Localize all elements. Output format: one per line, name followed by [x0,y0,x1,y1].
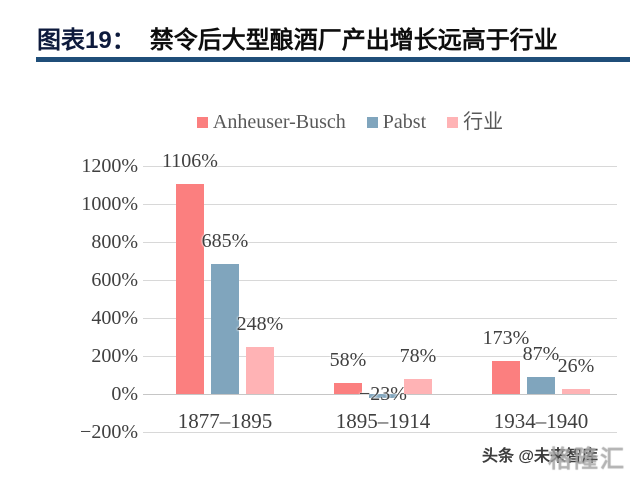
gridline-1000 [143,204,617,205]
legend-item: Pabst [366,111,427,133]
bar-value-label: 248% [236,312,284,335]
watermark-text: 头条 @未来智库 [481,448,598,465]
bar-value-label: 173% [482,327,530,350]
legend-label: 行业 [463,111,504,133]
bar-value-label: 58% [329,348,367,371]
bar-Pabst-1934–1940 [527,377,555,394]
gridline-1200 [143,166,617,167]
bar-value-label: 1106% [162,149,218,172]
bar-value-label: 78% [399,345,437,368]
bar-Anheuser-Busch-1895–1914 [334,382,362,394]
bar-Anheuser-Busch-1877–1895 [176,183,204,394]
legend-swatch-icon [196,116,208,128]
legend-item: 行业 [447,111,503,133]
x-axis-category-label: 1934–1940 [493,409,589,433]
figure-header: 图表19： 禁令后大型酿酒厂产出增长远高于行业 [37,20,620,55]
y-axis-tick-label: 200% [91,345,138,367]
bar-Anheuser-Busch-1934–1940 [492,361,520,394]
bar-Pabst-1895–1914 [369,394,397,399]
watermark-logo-text: 格隆汇 [548,446,626,473]
y-axis-tick-label: 0% [111,383,138,405]
bar-value-label: 87% [522,343,560,366]
bar-行业-1934–1940 [562,389,590,394]
x-axis-category-label: 1877–1895 [177,409,273,433]
legend-swatch-icon [366,116,378,128]
y-axis-tick-label: 800% [91,231,138,253]
y-axis-tick-label: 1200% [81,155,138,177]
title-underline-rule [36,57,630,62]
bar-value-label: 26% [557,355,595,378]
bar-value-label: −23% [359,383,407,405]
gridline-800 [143,242,617,243]
y-axis-tick-label: 1000% [81,193,138,215]
bar-行业-1895–1914 [404,379,432,394]
gridline-200 [143,356,617,357]
legend-swatch-icon [447,116,459,128]
gridline-600 [143,280,617,281]
y-axis-tick-label: 400% [91,307,138,329]
bar-行业-1877–1895 [246,346,274,394]
bar-value-label: 685% [201,229,249,252]
y-axis-tick-label: −200% [80,421,138,443]
bar-Pabst-1877–1895 [211,263,239,394]
figure-number-label: 图表19： [37,27,136,54]
x-axis-category-label: 1895–1914 [335,409,431,433]
legend: Anheuser-Busch Pabst 行业 [70,109,630,135]
legend-label: Pabst [382,111,427,133]
y-axis-tick-label: 600% [91,269,138,291]
gridline--200 [143,432,617,433]
legend-item: Anheuser-Busch [196,111,346,133]
watermark: 头条 @未来智库 格隆汇 [466,438,626,476]
legend-label: Anheuser-Busch [212,111,346,133]
figure-title: 禁令后大型酿酒厂产出增长远高于行业 [149,27,558,54]
gridline-400 [143,318,617,319]
